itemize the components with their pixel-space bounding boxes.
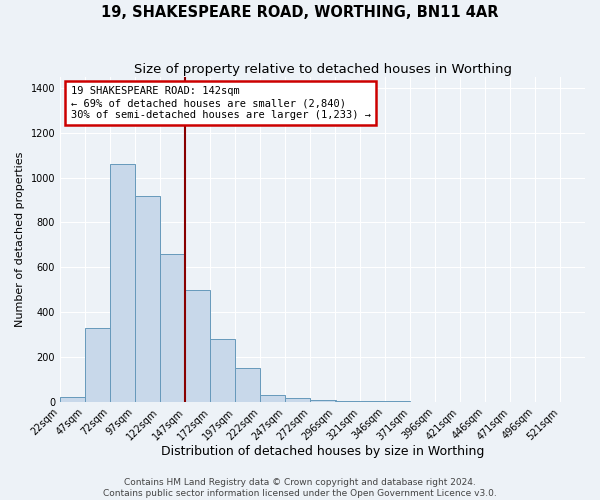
Bar [286,398,310,402]
Text: 19, SHAKESPEARE ROAD, WORTHING, BN11 4AR: 19, SHAKESPEARE ROAD, WORTHING, BN11 4AR [101,5,499,20]
Bar [135,196,160,402]
X-axis label: Distribution of detached houses by size in Worthing: Distribution of detached houses by size … [161,444,484,458]
Bar [185,290,211,402]
Bar [235,368,260,402]
Bar [160,254,185,402]
Bar [335,400,359,402]
Bar [310,400,335,402]
Bar [359,401,385,402]
Bar [211,339,235,402]
Text: Contains HM Land Registry data © Crown copyright and database right 2024.
Contai: Contains HM Land Registry data © Crown c… [103,478,497,498]
Text: 19 SHAKESPEARE ROAD: 142sqm
← 69% of detached houses are smaller (2,840)
30% of : 19 SHAKESPEARE ROAD: 142sqm ← 69% of det… [71,86,371,120]
Y-axis label: Number of detached properties: Number of detached properties [15,152,25,327]
Bar [85,328,110,402]
Bar [260,395,286,402]
Bar [60,398,85,402]
Title: Size of property relative to detached houses in Worthing: Size of property relative to detached ho… [134,62,512,76]
Bar [110,164,135,402]
